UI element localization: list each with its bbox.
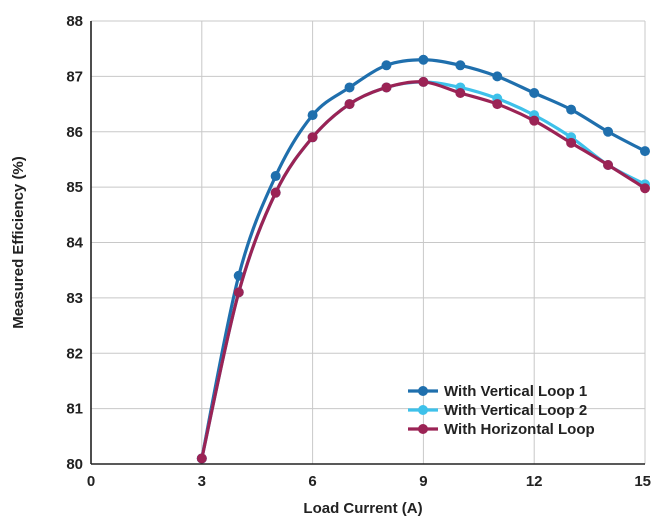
y-tick-label: 87 (66, 68, 83, 85)
data-point (307, 110, 318, 121)
data-point (566, 137, 577, 148)
x-tick-label: 3 (198, 473, 206, 490)
legend-swatch-marker (418, 405, 428, 415)
x-tick-label: 12 (526, 473, 543, 490)
data-point (455, 87, 466, 98)
x-tick-label: 9 (419, 473, 427, 490)
data-point (640, 146, 650, 157)
data-point (196, 453, 207, 464)
legend: With Vertical Loop 1 With Vertical Loop 2… (408, 383, 595, 438)
y-tick-label: 81 (66, 401, 83, 418)
data-point (381, 82, 392, 93)
data-point (381, 60, 392, 71)
legend-swatch-marker (418, 386, 428, 396)
y-tick-label: 85 (66, 179, 83, 196)
data-point (270, 187, 281, 198)
data-point (307, 132, 318, 143)
data-point (270, 171, 281, 182)
series-3 (196, 76, 650, 464)
data-point (344, 82, 355, 93)
data-point (344, 99, 355, 110)
y-tick-label: 88 (66, 13, 83, 30)
x-tick-label: 15 (634, 473, 651, 490)
legend-swatch-marker (418, 424, 428, 434)
data-point (455, 60, 466, 71)
y-tick-label: 82 (66, 345, 83, 362)
data-point (603, 159, 614, 170)
y-tick-label: 84 (66, 235, 83, 252)
data-point (492, 99, 503, 110)
data-point (566, 104, 577, 115)
x-axis-title: Load Current (A) (303, 500, 422, 517)
legend-label: With Horizontal Loop (444, 421, 595, 438)
data-point (418, 76, 429, 87)
data-point (529, 87, 540, 98)
data-point (233, 287, 244, 298)
data-point (640, 183, 650, 194)
tick-labels: 80 81 82 83 84 85 86 87 88 0 3 6 9 12 15 (66, 13, 651, 490)
data-point (492, 71, 503, 82)
y-tick-label: 83 (66, 290, 83, 307)
x-tick-label: 6 (308, 473, 316, 490)
data-point (603, 126, 614, 137)
legend-label: With Vertical Loop 2 (444, 402, 587, 419)
y-tick-label: 80 (66, 456, 83, 473)
data-point (529, 115, 540, 126)
axes (90, 21, 645, 465)
legend-label: With Vertical Loop 1 (444, 383, 587, 400)
series-layer (196, 54, 650, 464)
x-tick-label: 0 (87, 473, 95, 490)
y-axis-title: Measured Efficiency (%) (10, 156, 27, 329)
data-point (418, 54, 429, 65)
y-tick-label: 86 (66, 124, 83, 141)
